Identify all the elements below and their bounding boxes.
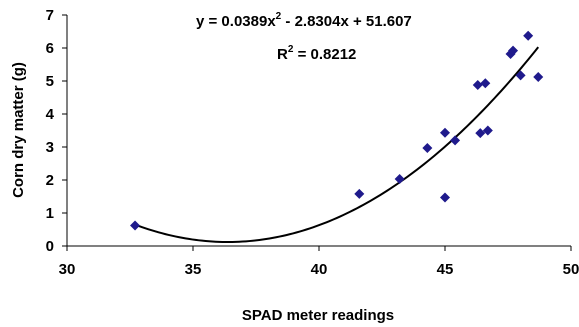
data-point-diamond	[482, 125, 493, 136]
data-point-diamond	[450, 135, 461, 146]
data-point-diamond	[533, 72, 544, 83]
data-point-diamond	[354, 188, 365, 199]
r-squared-suffix: = 0.8212	[293, 46, 356, 63]
y-tick-label: 3	[46, 139, 54, 156]
y-tick-label: 0	[46, 238, 54, 255]
data-point-diamond	[475, 128, 486, 139]
x-axis-title: SPAD meter readings	[242, 307, 394, 324]
y-tick-label: 2	[46, 172, 54, 189]
trendline-equation: y = 0.0389x2 - 2.8304x + 51.607	[196, 11, 412, 30]
x-tick-label: 45	[437, 261, 454, 278]
x-tick-label: 30	[59, 261, 76, 278]
y-tick-label: 1	[46, 205, 54, 222]
data-point-diamond	[523, 30, 534, 41]
r-squared-superscript: 2	[288, 44, 294, 55]
data-point-diamond	[472, 79, 483, 90]
y-tick-label: 5	[46, 73, 54, 90]
data-points	[130, 30, 544, 231]
polynomial-trendline	[134, 46, 540, 243]
data-point-diamond	[440, 127, 450, 138]
data-point-diamond	[515, 70, 526, 81]
y-tick-label: 4	[46, 106, 55, 123]
y-tick-label: 7	[46, 7, 54, 24]
data-point-diamond	[440, 192, 450, 203]
y-tick-label: 6	[46, 40, 54, 57]
data-point-diamond	[422, 142, 433, 153]
equation-prefix: y = 0.0389x	[196, 13, 276, 30]
y-axis-ticks: 0 1 2 3 4 5 6 7	[46, 7, 67, 255]
data-point-diamond	[508, 45, 519, 56]
x-tick-label: 35	[185, 261, 202, 278]
data-point-diamond	[480, 78, 491, 89]
x-tick-label: 40	[311, 261, 328, 278]
y-axis-title: Corn dry matter (g)	[10, 62, 27, 198]
x-axis-ticks: 30 35 40 45 50	[59, 246, 579, 278]
data-point-diamond	[505, 48, 516, 59]
data-point-diamond	[130, 220, 141, 231]
r-squared-prefix: R	[277, 46, 288, 63]
x-tick-label: 50	[563, 261, 579, 278]
data-point-diamond	[394, 174, 405, 185]
equation-superscript: 2	[276, 11, 282, 22]
r-squared-value: R2 = 0.8212	[277, 44, 356, 63]
equation-suffix: - 2.8304x + 51.607	[281, 13, 412, 30]
